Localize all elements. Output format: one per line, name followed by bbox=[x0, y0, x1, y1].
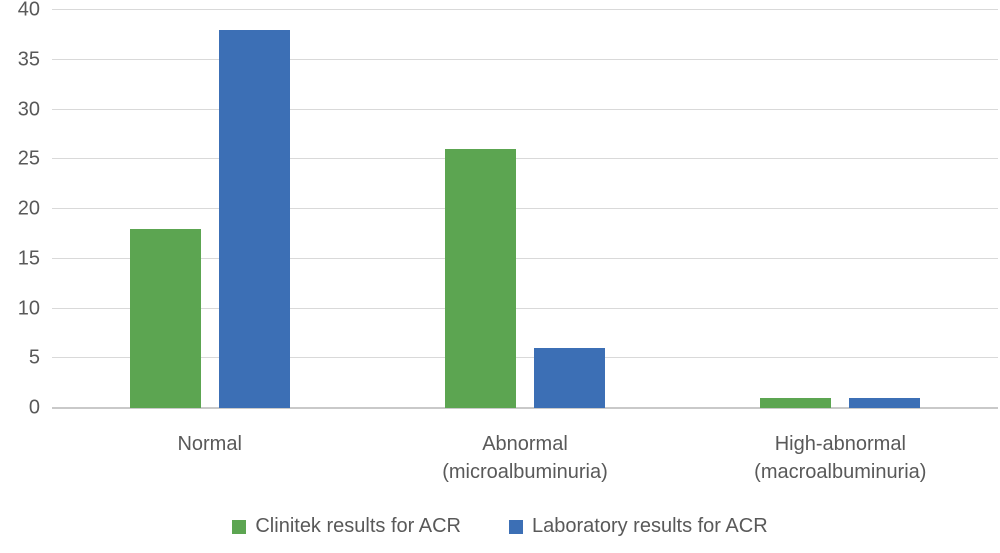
legend-item-laboratory: Laboratory results for ACR bbox=[508, 515, 768, 538]
bar-laboratory-abnormal bbox=[534, 348, 605, 408]
plot-area bbox=[52, 9, 998, 409]
bar-laboratory-normal bbox=[218, 29, 290, 408]
y-axis: 0 5 10 15 20 25 30 35 40 bbox=[0, 0, 40, 419]
y-tick-label-10: 10 bbox=[17, 297, 40, 319]
y-tick-label-35: 35 bbox=[17, 48, 40, 71]
gridline-y-40 bbox=[52, 9, 998, 10]
gridline-y-25 bbox=[52, 158, 998, 160]
legend-swatch-icon bbox=[508, 519, 523, 534]
y-tick-label-40: 40 bbox=[17, 0, 40, 21]
x-category-label-normal: Normal bbox=[177, 433, 242, 455]
bar-clinitek-normal bbox=[129, 228, 201, 408]
y-tick-label-5: 5 bbox=[28, 346, 40, 369]
legend: Clinitek results for ACR Laboratory resul… bbox=[0, 515, 1000, 538]
y-tick-label-0: 0 bbox=[28, 396, 40, 419]
bar-clinitek-abnormal bbox=[445, 149, 516, 408]
y-tick-label-20: 20 bbox=[17, 197, 40, 220]
gridline-y-20 bbox=[52, 208, 998, 209]
gridline-y-30 bbox=[52, 108, 998, 110]
legend-label: Laboratory results for ACR bbox=[531, 515, 768, 537]
x-axis-line bbox=[52, 407, 998, 409]
bar-clinitek-high-abnormal bbox=[760, 398, 832, 408]
legend-label: Clinitek results for ACR bbox=[255, 515, 461, 537]
gridline-y-15 bbox=[52, 257, 998, 259]
gridline-y-5 bbox=[52, 357, 998, 359]
x-axis: Normal Abnormal (microalbuminuria) High-ab… bbox=[52, 430, 998, 494]
bar-laboratory-high-abnormal bbox=[849, 398, 921, 408]
legend-swatch-icon bbox=[232, 519, 247, 534]
y-tick-label-30: 30 bbox=[17, 98, 40, 120]
y-tick-label-25: 25 bbox=[17, 147, 40, 170]
y-tick-label-15: 15 bbox=[17, 247, 40, 270]
gridline-y-35 bbox=[52, 58, 998, 60]
x-category-label-abnormal: Abnormal (microalbuminuria) bbox=[442, 433, 608, 483]
x-category-label-high-abnormal: High-abnormal (macroalbuminuria) bbox=[754, 433, 927, 483]
legend-item-clinitek: Clinitek results for ACR bbox=[232, 515, 461, 538]
gridline-y-10 bbox=[52, 307, 998, 309]
